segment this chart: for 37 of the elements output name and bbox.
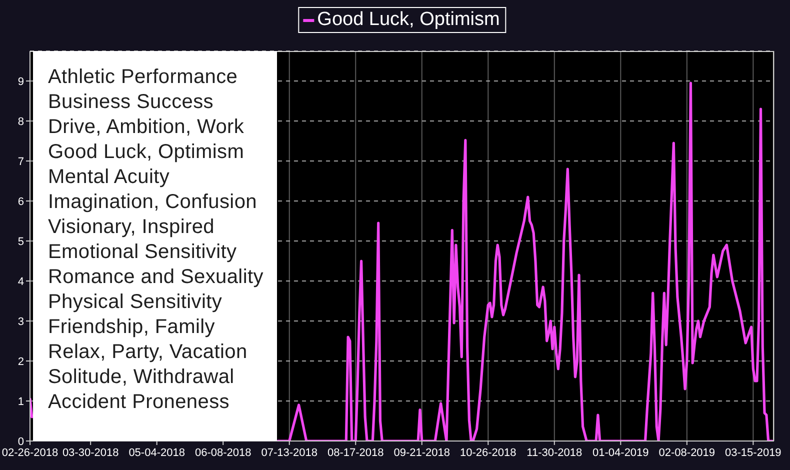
annotation: Drive, Ambition, Work [48,115,246,140]
annotation: Friendship, Family [48,315,216,340]
annotation: Visionary, Inspired [48,215,216,240]
annotation: Relax, Party, Vacation [48,340,248,365]
x-tick-label: 08-17-2018 [327,446,384,459]
annotation: Good Luck, Optimism [48,140,246,165]
y-tick-label: 5 [18,236,24,248]
x-tick-label: 02-26-2018 [2,446,58,459]
y-tick-label: 4 [18,276,24,288]
y-tick-label: 1 [18,396,24,408]
x-tick-label: 07-13-2018 [261,446,318,459]
y-tick-label: 0 [18,436,24,448]
annotation: Imagination, Confusion [48,190,258,215]
x-tick-label: 06-08-2018 [194,446,252,459]
x-tick-label: 09-21-2018 [394,446,450,459]
y-tick-label: 7 [18,156,24,168]
x-tick-label: 03-15-2019 [725,446,782,459]
annotation: Business Success [48,90,214,115]
y-tick-label: 8 [18,116,24,128]
annotation: Accident Proneness [48,390,230,415]
annotation: Mental Acuity [48,165,171,190]
x-tick-label: 01-04-2019 [592,446,649,459]
annotation: Athletic Performance [48,65,239,90]
y-tick-label: 6 [18,196,24,208]
x-tick-label: 02-08-2019 [658,446,716,459]
annotation: Emotional Sensitivity [48,240,238,265]
y-tick-label: 3 [18,316,24,328]
x-tick-label: 05-04-2018 [128,446,185,459]
y-tick-label: 9 [18,76,24,88]
annotation: Romance and Sexuality [48,265,264,290]
x-tick-label: 11-30-2018 [526,446,582,459]
x-tick-label: 03-30-2018 [62,446,119,459]
y-tick-label: 2 [18,356,24,368]
annotation: Solitude, Withdrawal [48,365,236,390]
x-tick-label: 10-26-2018 [460,446,516,459]
annotation: Physical Sensitivity [48,290,224,315]
legend-label: Good Luck, Optimism [317,9,500,31]
